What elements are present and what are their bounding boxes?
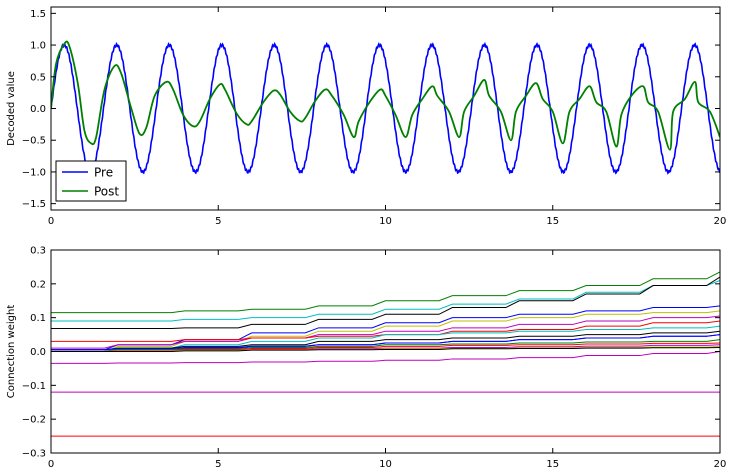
x-tick-label: 20: [714, 459, 727, 470]
x-tick-label: 15: [546, 459, 559, 470]
y-tick-label: −0.2: [22, 415, 46, 426]
y-tick-label: 0.5: [30, 72, 46, 83]
y-tick-label: 0.2: [30, 279, 46, 290]
x-tick-label: 5: [215, 459, 221, 470]
series-line-post: [51, 40, 720, 151]
series-line-pre: [51, 41, 720, 175]
x-tick-label: 0: [48, 216, 54, 227]
decoded-value-plot: 0 5 10 15 20 −1.5 −1.0 −0.5 0.0 0.5 1.0 1.5 Decoded …: [6, 6, 727, 227]
legend: Pre Post: [55, 160, 127, 202]
x-tick-label: 15: [546, 216, 559, 227]
weight-line-1: [51, 279, 720, 322]
weight-line-13: [51, 345, 720, 352]
y-axis-label: Connection weight: [6, 305, 17, 399]
y-tick-label: −1.0: [22, 167, 46, 178]
legend-box: [55, 160, 127, 202]
y-tick-label: 0.0: [30, 104, 46, 115]
x-tick-label: 10: [379, 459, 392, 470]
y-tick-label: 0.1: [30, 313, 46, 324]
plot-area: [51, 271, 720, 437]
weight-line-2: [51, 276, 720, 329]
weight-line-16: [51, 351, 720, 364]
y-tick-label: −0.3: [22, 449, 46, 460]
y-tick-label: −0.1: [22, 381, 46, 392]
y-tick-label: 0.3: [30, 246, 46, 257]
weight-line-5: [51, 315, 720, 349]
plot-area: [51, 40, 720, 175]
x-tick-label: 20: [714, 216, 727, 227]
weight-line-14: [51, 334, 720, 351]
y-axis-label: Decoded value: [6, 71, 17, 146]
weight-line-10: [51, 339, 720, 352]
weight-line-7: [51, 325, 720, 352]
legend-label-post: Post: [94, 185, 119, 199]
weight-line-8: [51, 330, 720, 351]
x-tick-label: 10: [379, 216, 392, 227]
y-tick-label: −1.5: [22, 199, 46, 210]
connection-weight-plot: 0 5 10 15 20 −0.3 −0.2 −0.1 0.0 0.1 0.2 0.3 Connecti…: [6, 246, 726, 471]
x-tick-label: 5: [215, 216, 221, 227]
x-tick-label: 0: [48, 459, 54, 470]
y-tick-label: 1.0: [30, 41, 46, 52]
y-tick-label: −0.5: [22, 136, 46, 147]
weight-line-4: [51, 310, 720, 352]
legend-label-pre: Pre: [94, 166, 113, 180]
y-tick-label: 0.0: [30, 347, 46, 358]
weight-line-15: [51, 346, 720, 352]
weight-line-0: [51, 271, 720, 314]
weight-line-3: [51, 305, 720, 351]
y-tick-label: 1.5: [30, 9, 46, 20]
